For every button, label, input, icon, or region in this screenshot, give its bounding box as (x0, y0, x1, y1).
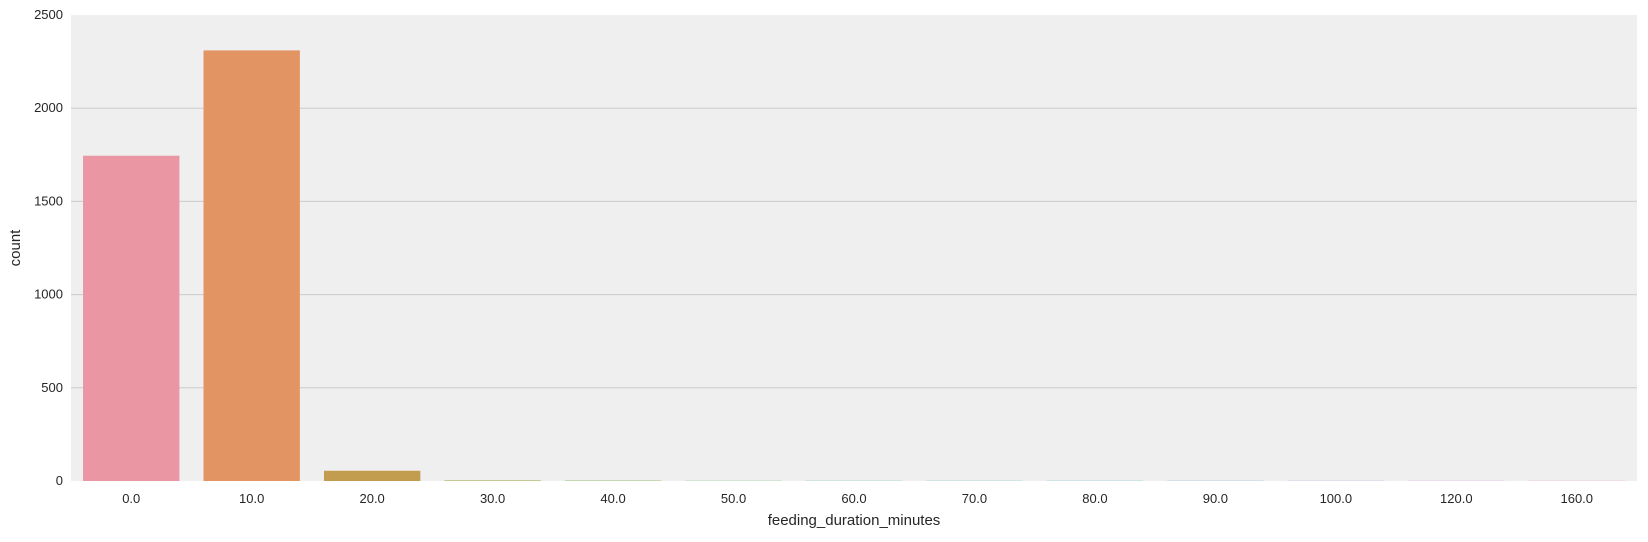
x-tick-labels: 0.0 10.0 20.0 30.0 40.0 50.0 60.0 70.0 80.0 90.0 1… (122, 491, 1593, 506)
x-tick-label: 30.0 (480, 491, 505, 506)
y-tick-label: 2000 (34, 100, 63, 115)
bar-10.0 (204, 50, 300, 481)
x-tick-label: 20.0 (359, 491, 384, 506)
x-tick-label: 10.0 (239, 491, 264, 506)
y-axis-title: count (7, 229, 24, 267)
y-tick-label: 500 (41, 380, 63, 395)
plot-background (71, 15, 1637, 481)
x-axis-title: feeding_duration_minutes (768, 512, 941, 529)
x-tick-label: 60.0 (841, 491, 866, 506)
x-tick-label: 0.0 (122, 491, 140, 506)
x-tick-label: 70.0 (962, 491, 987, 506)
y-tick-label: 0 (56, 473, 63, 488)
x-tick-label: 50.0 (721, 491, 746, 506)
y-tick-labels: 0 500 1000 1500 2000 2500 (34, 7, 63, 488)
x-tick-label: 40.0 (600, 491, 625, 506)
x-tick-label: 100.0 (1320, 491, 1353, 506)
bar-0.0 (83, 156, 179, 481)
x-tick-label: 90.0 (1203, 491, 1228, 506)
x-tick-label: 120.0 (1440, 491, 1473, 506)
bar-20.0 (324, 471, 420, 481)
y-tick-label: 1000 (34, 287, 63, 302)
bar-30.0 (444, 480, 540, 481)
x-tick-label: 80.0 (1082, 491, 1107, 506)
y-tick-label: 2500 (34, 7, 63, 22)
y-tick-label: 1500 (34, 193, 63, 208)
x-tick-label: 160.0 (1560, 491, 1593, 506)
